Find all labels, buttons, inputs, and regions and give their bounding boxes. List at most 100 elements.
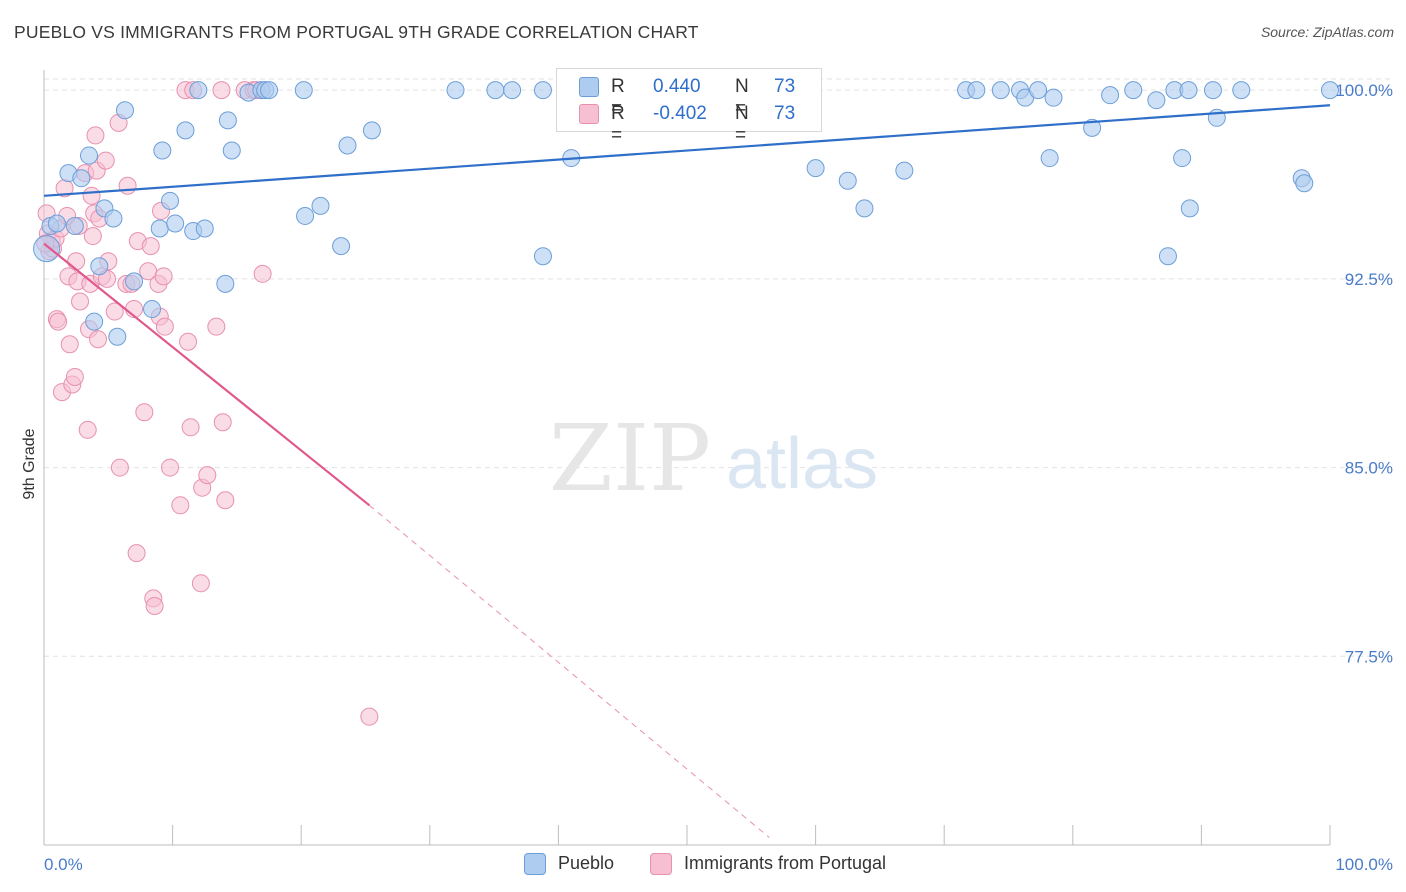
data-point-pueblo	[65, 217, 84, 236]
legend-swatch-pueblo	[579, 77, 599, 97]
data-point-pueblo	[195, 219, 214, 238]
data-point-pueblo	[533, 247, 552, 266]
data-point-portugal	[82, 186, 101, 205]
data-point-pueblo	[143, 300, 162, 319]
data-point-portugal	[216, 491, 235, 510]
series-label-pueblo: Pueblo	[558, 853, 615, 873]
y-tick-label: 100.0%	[1335, 81, 1393, 100]
data-point-portugal	[207, 317, 226, 336]
data-point-portugal	[181, 418, 200, 437]
data-point-pueblo	[1029, 81, 1048, 100]
data-point-portugal	[145, 596, 164, 615]
data-point-portugal	[141, 237, 160, 256]
watermark: ZIP atlas	[549, 405, 878, 512]
data-point-pueblo	[294, 81, 313, 100]
legend-swatch-portugal	[579, 104, 599, 124]
data-point-portugal	[213, 413, 232, 432]
data-point-pueblo	[296, 206, 315, 225]
data-point-pueblo	[116, 101, 135, 120]
data-point-portugal	[86, 126, 105, 145]
data-point-pueblo	[1295, 174, 1314, 193]
data-point-portugal	[78, 420, 97, 439]
data-point-pueblo	[1124, 81, 1143, 100]
data-point-portugal	[191, 574, 210, 593]
data-point-pueblo	[33, 235, 61, 263]
data-point-pueblo	[1179, 81, 1198, 100]
data-point-portugal	[118, 176, 137, 195]
data-point-portugal	[65, 367, 84, 386]
y-tick-label: 77.5%	[1345, 647, 1393, 666]
data-point-portugal	[71, 292, 90, 311]
legend-r-value-portugal: -0.402	[653, 103, 707, 124]
data-point-pueblo	[991, 81, 1010, 100]
data-point-portugal	[96, 151, 115, 170]
data-point-portugal	[154, 267, 173, 286]
data-point-pueblo	[838, 171, 857, 190]
data-point-pueblo	[806, 159, 825, 178]
data-point-portugal	[83, 227, 102, 246]
data-point-pueblo	[166, 214, 185, 233]
data-point-portugal	[110, 458, 129, 477]
y-tick-labels: 77.5% 85.0% 92.5% 100.0%	[1335, 81, 1393, 666]
legend-n-value-portugal: 73	[774, 103, 796, 124]
legend-n-label: N =	[735, 76, 749, 119]
data-point-pueblo	[85, 312, 104, 331]
trend-line-portugal	[43, 242, 371, 507]
legend-n-label: N =	[735, 103, 749, 146]
data-point-portugal	[171, 496, 190, 515]
data-point-portugal	[212, 81, 231, 100]
data-point-portugal	[135, 403, 154, 422]
data-point-pueblo	[104, 209, 123, 228]
y-tick-label: 92.5%	[1345, 270, 1393, 289]
data-point-pueblo	[108, 327, 127, 346]
data-point-portugal	[127, 544, 146, 563]
data-point-pueblo	[222, 141, 241, 160]
watermark-zip: ZIP	[549, 405, 711, 512]
data-point-pueblo	[503, 81, 522, 100]
data-point-pueblo	[150, 219, 169, 238]
data-point-pueblo	[486, 81, 505, 100]
legend-r-value-pueblo: 0.440	[653, 76, 701, 97]
data-point-portugal	[67, 252, 86, 271]
data-point-portugal	[253, 264, 272, 283]
legend-r-label: R =	[611, 103, 625, 146]
series-swatch-portugal	[650, 853, 672, 875]
y-tick-label: 85.0%	[1345, 459, 1393, 478]
data-point-pueblo	[1044, 88, 1063, 107]
x-tick-label-min: 0.0%	[44, 855, 83, 874]
data-point-portugal	[60, 335, 79, 354]
data-point-pueblo	[338, 136, 357, 155]
series-swatch-pueblo	[524, 853, 546, 875]
data-point-pueblo	[967, 81, 986, 100]
data-point-pueblo	[161, 191, 180, 210]
data-point-pueblo	[216, 274, 235, 293]
data-point-pueblo	[1083, 118, 1102, 137]
data-point-portugal	[198, 466, 217, 485]
data-point-pueblo	[90, 257, 109, 276]
data-point-pueblo	[1147, 91, 1166, 110]
watermark-atlas: atlas	[726, 424, 878, 504]
data-point-pueblo	[1321, 81, 1339, 100]
data-point-portugal	[89, 330, 108, 349]
data-point-portugal	[155, 317, 174, 336]
data-point-pueblo	[533, 81, 552, 100]
data-point-pueblo	[176, 121, 195, 140]
data-point-pueblo	[1101, 86, 1120, 105]
data-point-pueblo	[895, 161, 914, 180]
legend-r-label: R =	[611, 76, 625, 119]
data-point-pueblo	[72, 169, 91, 188]
data-point-pueblo	[218, 111, 237, 130]
source-credit: Source: ZipAtlas.com	[1260, 24, 1394, 40]
trend-line-pueblo	[43, 104, 1331, 197]
data-point-pueblo	[446, 81, 465, 100]
data-point-pueblo	[189, 81, 208, 100]
data-point-pueblo	[125, 272, 144, 291]
trend-line-portugal-extension	[369, 504, 770, 838]
trend-lines	[43, 104, 1331, 838]
data-point-pueblo	[855, 199, 874, 218]
y-axis-label: 9th Grade	[21, 428, 38, 499]
data-point-portugal	[360, 707, 379, 726]
data-point-pueblo	[80, 146, 99, 165]
x-tick-labels: 0.0% 100.0%	[44, 855, 1393, 874]
